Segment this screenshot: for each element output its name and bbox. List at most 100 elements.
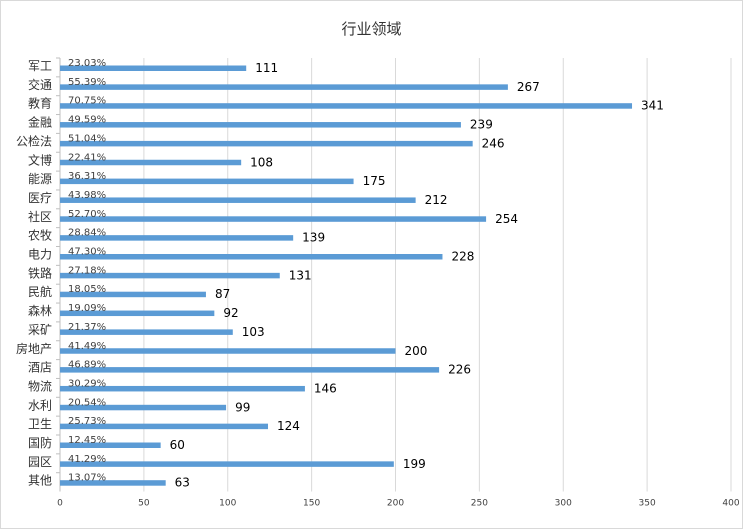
value-label: 267 (517, 80, 540, 94)
category-label: 其他 (28, 474, 52, 488)
category-label: 森林 (28, 303, 52, 318)
category-label: 铁路 (28, 265, 52, 280)
x-tick-label: 400 (722, 499, 739, 509)
category-label: 酒店 (28, 361, 52, 375)
percent-label: 13.07% (68, 473, 106, 484)
bar (60, 385, 305, 392)
bar (60, 461, 394, 467)
value-label: 341 (641, 99, 664, 113)
percent-label: 28.84% (68, 228, 106, 239)
value-label: 200 (405, 344, 428, 358)
percent-label: 18.05% (68, 284, 106, 295)
category-label: 能源 (28, 172, 52, 186)
value-label: 124 (277, 419, 300, 433)
bar (60, 122, 461, 128)
bar (60, 310, 215, 317)
category-label: 农牧 (28, 229, 52, 243)
x-tick-label: 250 (471, 499, 488, 509)
category-label: 金融 (28, 115, 52, 130)
bar (60, 178, 354, 185)
value-label: 87 (215, 287, 230, 301)
x-tick-label: 300 (555, 499, 572, 509)
category-label: 物流 (28, 379, 52, 393)
percent-label: 46.89% (68, 360, 106, 371)
category-label: 医疗 (28, 191, 52, 205)
bar (60, 404, 227, 411)
value-label: 111 (255, 61, 278, 75)
value-label: 239 (470, 118, 493, 132)
percent-label: 70.75% (68, 96, 106, 107)
category-label: 交通 (28, 77, 52, 92)
value-label: 199 (403, 457, 426, 471)
category-label: 国防 (28, 435, 52, 450)
x-tick-label: 350 (639, 499, 656, 509)
bar (60, 197, 416, 203)
category-label: 水利 (28, 398, 52, 412)
x-tick-label: 150 (303, 499, 320, 509)
percent-label: 41.29% (68, 454, 106, 465)
category-label: 军工 (28, 59, 52, 73)
percent-label: 21.37% (68, 322, 106, 333)
percent-label: 55.39% (68, 77, 106, 88)
category-label: 文博 (28, 152, 52, 167)
percent-label: 20.54% (68, 397, 106, 408)
bar (60, 329, 233, 335)
percent-label: 47.30% (68, 247, 106, 258)
value-label: 146 (314, 381, 337, 395)
percent-label: 36.31% (68, 171, 106, 182)
category-label: 卫生 (28, 417, 52, 431)
value-label: 226 (448, 363, 471, 377)
value-label: 60 (170, 438, 185, 452)
value-label: 212 (425, 193, 448, 207)
bar (60, 140, 473, 147)
percent-label: 51.04% (68, 133, 106, 144)
bar (60, 291, 206, 298)
bar (60, 423, 269, 430)
value-label: 103 (242, 325, 265, 339)
x-tick-label: 200 (387, 499, 404, 509)
percent-label: 30.29% (68, 378, 106, 389)
bar (60, 480, 166, 486)
category-label: 电力 (28, 248, 52, 262)
bar (60, 159, 242, 166)
value-label: 131 (289, 268, 312, 282)
bar (60, 235, 294, 241)
percent-label: 52.70% (68, 209, 106, 220)
value-label: 246 (482, 136, 505, 150)
x-tick-label: 0 (57, 499, 63, 509)
percent-label: 41.49% (68, 341, 106, 352)
bar (60, 254, 443, 260)
value-label: 228 (451, 250, 474, 264)
bar (60, 442, 161, 448)
value-label: 63 (175, 476, 190, 490)
category-label: 采矿 (28, 323, 52, 337)
percent-label: 43.98% (68, 190, 106, 201)
category-label: 公检法 (16, 133, 52, 148)
category-label: 社区 (28, 209, 52, 224)
bar (60, 103, 633, 109)
bar (60, 272, 280, 279)
percent-label: 22.41% (68, 152, 106, 163)
chart-title: 行业领域 (341, 20, 402, 38)
category-label: 园区 (28, 455, 52, 469)
x-tick-label: 50 (138, 499, 150, 509)
percent-label: 25.73% (68, 416, 106, 427)
category-label: 房地产 (16, 341, 52, 356)
value-label: 139 (302, 231, 325, 245)
value-label: 99 (235, 400, 250, 414)
bar (60, 84, 508, 90)
percent-label: 19.09% (68, 303, 106, 314)
value-label: 254 (495, 212, 518, 226)
value-label: 92 (223, 306, 238, 320)
bar (60, 216, 487, 222)
value-label: 175 (363, 174, 386, 188)
category-label: 教育 (28, 96, 52, 111)
category-label: 民航 (28, 284, 52, 299)
percent-label: 49.59% (68, 115, 106, 126)
x-tick-label: 100 (219, 499, 236, 509)
percent-label: 27.18% (68, 265, 106, 276)
bar (60, 367, 440, 373)
percent-label: 12.45% (68, 435, 106, 446)
bar (60, 65, 247, 71)
